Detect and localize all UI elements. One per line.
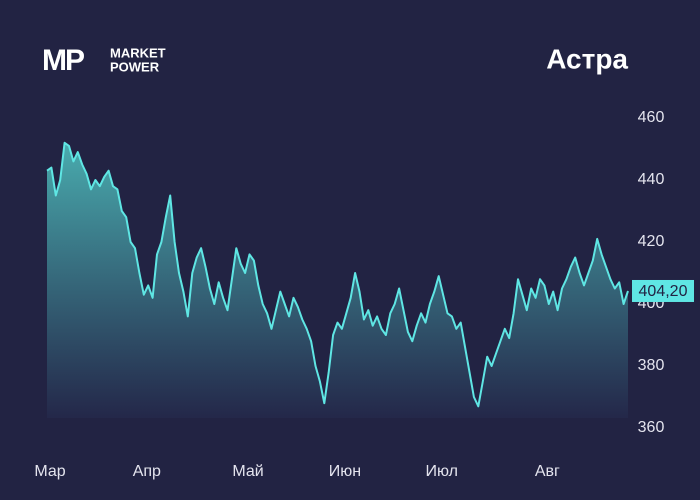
y-tick-label: 420 (638, 233, 665, 250)
area-fill (47, 142, 628, 419)
x-tick-label: Май (232, 463, 263, 480)
last-price-label: 404,20 (639, 283, 688, 300)
x-tick-label: Мар (34, 463, 65, 480)
x-tick-label: Июл (425, 463, 457, 480)
y-tick-label: 360 (638, 419, 665, 436)
logo-text: POWER (110, 59, 160, 74)
logo-text: MARKET (110, 45, 166, 60)
x-tick-label: Июн (329, 463, 361, 480)
last-price-box (632, 279, 694, 302)
y-tick-label: 380 (638, 357, 665, 374)
chart-title: Астра (546, 43, 628, 74)
y-tick-label: 460 (638, 109, 665, 126)
y-tick-label: 440 (638, 171, 665, 188)
price-line (46, 141, 629, 408)
logo-mark: MP (42, 44, 84, 77)
x-tick-label: Апр (133, 463, 161, 480)
x-tick-label: Авг (535, 463, 560, 480)
